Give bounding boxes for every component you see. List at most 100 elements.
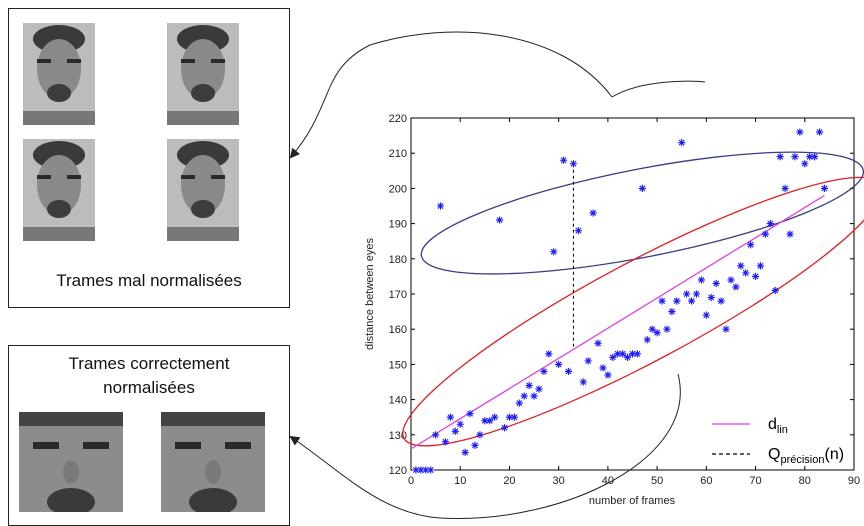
data-point bbox=[806, 153, 814, 161]
y-axis-label: distance between eyes bbox=[364, 238, 376, 350]
data-point bbox=[466, 410, 474, 418]
connector-to-good-frames bbox=[289, 373, 681, 520]
y-tick-label: 120 bbox=[389, 465, 407, 477]
face-image bbox=[23, 139, 95, 241]
data-point bbox=[505, 413, 514, 421]
data-point bbox=[707, 293, 715, 302]
data-point bbox=[619, 350, 627, 358]
data-point bbox=[451, 427, 459, 435]
data-point bbox=[643, 336, 651, 344]
data-point bbox=[776, 153, 784, 161]
data-point bbox=[545, 350, 553, 358]
data-point bbox=[756, 262, 765, 270]
data-point bbox=[722, 325, 730, 333]
data-point bbox=[412, 466, 420, 474]
y-tick-label: 170 bbox=[389, 289, 407, 301]
data-point bbox=[579, 378, 587, 386]
data-point bbox=[481, 417, 489, 425]
x-tick-label: 40 bbox=[602, 475, 614, 487]
data-point bbox=[530, 392, 538, 400]
y-tick-label: 200 bbox=[389, 183, 407, 195]
data-point bbox=[441, 438, 450, 446]
face-image bbox=[167, 139, 239, 241]
outlier-ellipse bbox=[420, 151, 864, 275]
data-point bbox=[796, 128, 804, 136]
y-tick-label: 150 bbox=[389, 359, 407, 371]
data-point bbox=[555, 360, 563, 368]
data-point bbox=[456, 420, 464, 428]
data-point bbox=[732, 283, 740, 291]
x-tick-label: 10 bbox=[454, 475, 466, 487]
data-point bbox=[811, 153, 819, 161]
data-point bbox=[628, 350, 637, 358]
face-crop-image bbox=[161, 412, 265, 512]
data-point bbox=[476, 431, 484, 439]
data-point bbox=[550, 248, 558, 256]
data-point bbox=[702, 311, 710, 319]
data-point bbox=[432, 431, 440, 439]
inlier-ellipse bbox=[402, 176, 864, 447]
data-point bbox=[604, 371, 612, 379]
data-point bbox=[584, 357, 592, 365]
data-point bbox=[791, 153, 799, 161]
data-point bbox=[815, 128, 824, 136]
data-point bbox=[717, 297, 725, 305]
x-tick-label: 60 bbox=[700, 475, 712, 487]
y-tick-label: 180 bbox=[389, 254, 407, 266]
data-point bbox=[633, 350, 642, 358]
data-point bbox=[589, 209, 597, 217]
data-point bbox=[658, 297, 666, 305]
connector-to-bad-frames bbox=[289, 31, 613, 159]
data-point bbox=[614, 350, 622, 358]
data-point bbox=[436, 202, 445, 210]
connector-to-bad-frames bbox=[611, 80, 706, 98]
correctly-normalized-frames-panel: Trames correctement normalisées bbox=[8, 345, 290, 526]
data-point bbox=[510, 413, 518, 421]
data-point bbox=[623, 353, 632, 361]
data-point bbox=[678, 139, 686, 147]
y-tick-label: 140 bbox=[389, 395, 407, 407]
x-tick-label: 50 bbox=[651, 475, 663, 487]
data-point bbox=[751, 272, 760, 280]
data-point bbox=[486, 417, 494, 425]
face-image bbox=[167, 23, 239, 125]
x-tick-label: 90 bbox=[848, 475, 860, 487]
badly-normalized-frames-panel: Trames mal normalisées bbox=[8, 8, 290, 308]
x-tick-label: 20 bbox=[503, 475, 515, 487]
data-point bbox=[683, 290, 691, 298]
data-point bbox=[712, 279, 720, 288]
data-point bbox=[471, 441, 479, 449]
data-point bbox=[673, 297, 681, 305]
y-tick-label: 160 bbox=[389, 324, 407, 336]
data-point bbox=[687, 297, 696, 305]
data-point bbox=[766, 220, 774, 228]
data-point bbox=[574, 227, 582, 235]
data-point bbox=[564, 367, 573, 376]
correctly-normalized-caption-line2: normalisées bbox=[103, 378, 195, 397]
data-point bbox=[427, 466, 435, 474]
data-point bbox=[496, 216, 504, 224]
data-point bbox=[520, 392, 528, 400]
data-point bbox=[761, 230, 769, 238]
data-point bbox=[747, 241, 755, 249]
data-point bbox=[609, 353, 617, 361]
data-point bbox=[663, 325, 671, 333]
data-point bbox=[422, 466, 430, 474]
data-point bbox=[801, 160, 809, 168]
data-point bbox=[638, 184, 646, 192]
data-point bbox=[594, 339, 602, 347]
y-tick-label: 220 bbox=[389, 113, 407, 125]
x-tick-label: 70 bbox=[749, 475, 761, 487]
data-point bbox=[491, 413, 499, 421]
x-tick-label: 30 bbox=[553, 475, 565, 487]
y-tick-label: 190 bbox=[389, 219, 407, 231]
data-point bbox=[515, 399, 523, 407]
data-point bbox=[737, 262, 745, 270]
fit-line-group bbox=[410, 163, 825, 450]
connector-curves bbox=[289, 31, 706, 520]
data-point bbox=[697, 276, 706, 284]
data-point bbox=[540, 367, 548, 376]
data-point bbox=[653, 329, 661, 337]
data-point bbox=[461, 448, 469, 456]
badly-normalized-caption: Trames mal normalisées bbox=[56, 271, 242, 290]
